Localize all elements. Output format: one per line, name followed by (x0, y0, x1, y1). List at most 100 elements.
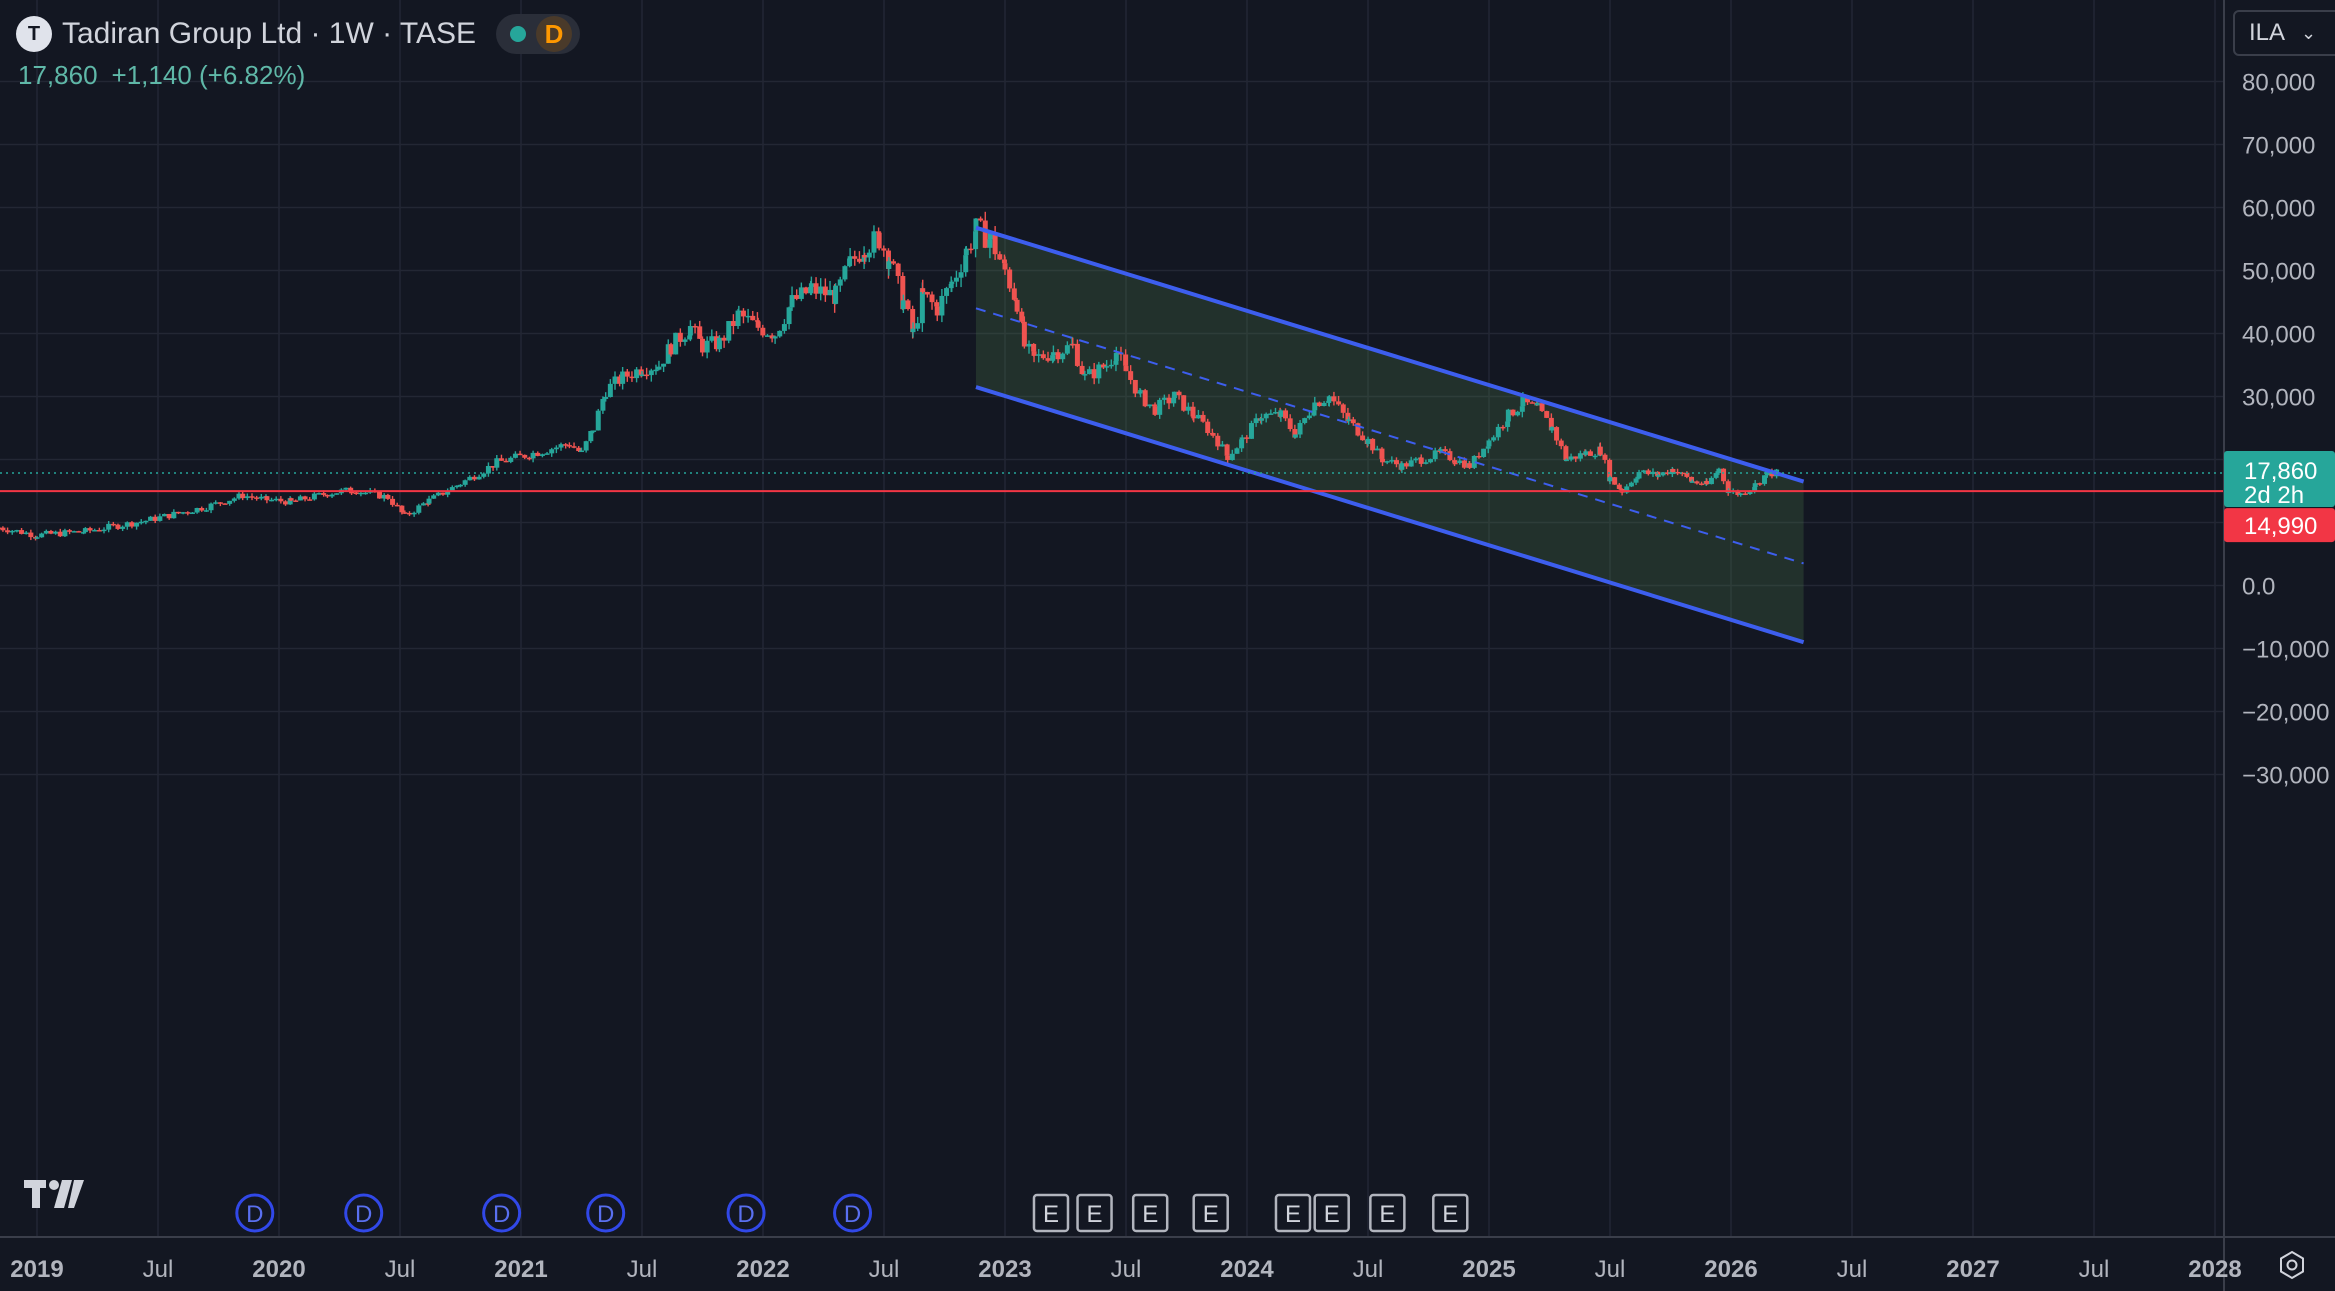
candle-body (343, 487, 349, 490)
market-status-pill[interactable]: D (496, 14, 581, 54)
candle-body (48, 530, 54, 534)
dividend-event-marker[interactable] (235, 1193, 275, 1233)
candle-body (697, 326, 703, 339)
candle-body (1108, 364, 1114, 367)
candle-body (23, 532, 29, 535)
candle-body (288, 498, 294, 501)
candle-body (682, 339, 688, 342)
earnings-event-marker[interactable] (1369, 1193, 1406, 1233)
candle-body (1757, 483, 1763, 485)
candle-body (1616, 484, 1622, 489)
candle-body (910, 309, 916, 333)
candle-body (1500, 426, 1506, 429)
candle-body (0, 527, 6, 531)
candle-body (1224, 444, 1230, 456)
company-logo[interactable]: T (16, 16, 52, 52)
time-tick-label: Jul (143, 1256, 174, 1283)
candle-body (435, 492, 441, 496)
candle-body (1544, 411, 1550, 418)
candle-body (203, 510, 209, 512)
tradingview-logo-icon[interactable] (22, 1176, 86, 1217)
candle-body (1082, 374, 1088, 376)
candle-body (677, 332, 683, 342)
earnings-event-label: E (1285, 1201, 1301, 1228)
candle-body (905, 300, 911, 310)
earnings-event-marker[interactable] (1192, 1193, 1229, 1233)
candle-body (1292, 429, 1298, 438)
candle-body (0, 527, 1, 530)
earnings-event-marker[interactable] (1032, 1193, 1070, 1233)
candle-body (124, 522, 130, 527)
candle-body (1665, 472, 1671, 475)
candle-body (876, 232, 882, 249)
candle-body (1612, 477, 1618, 485)
candle-body (900, 275, 906, 310)
candle-body (1735, 490, 1741, 496)
candle-body (1239, 437, 1245, 440)
candle-body (1607, 477, 1613, 482)
candle-body (1113, 352, 1119, 361)
candle-body (1404, 463, 1410, 467)
candle-body (871, 231, 877, 253)
channel-upper-line[interactable] (975, 225, 1805, 484)
candle-body (1457, 460, 1463, 464)
candle-body (1708, 477, 1714, 485)
dividend-event-marker[interactable] (482, 1193, 522, 1233)
candle-body (847, 256, 853, 259)
candle-body (324, 494, 330, 497)
earnings-event-marker[interactable] (1432, 1193, 1469, 1233)
candle-body (1171, 391, 1177, 398)
candle-body (426, 498, 432, 504)
candle-body (503, 460, 509, 463)
candle-body (1259, 418, 1265, 421)
candle-body (1694, 481, 1700, 484)
earnings-event-marker[interactable] (1313, 1193, 1350, 1233)
dividend-event-marker[interactable] (586, 1193, 626, 1233)
earnings-event-marker[interactable] (1076, 1193, 1113, 1233)
candle-body (512, 453, 518, 458)
candle-body (34, 537, 40, 539)
candle-body (1747, 490, 1753, 495)
candle-body (1587, 451, 1593, 456)
candle-body (895, 263, 901, 276)
bar-countdown-label: 2d 2h (2244, 482, 2304, 509)
candle-body (9, 530, 15, 533)
candle-body (222, 503, 228, 505)
candle-body (348, 487, 354, 492)
candle-body (549, 449, 555, 454)
symbol-header: T Tadiran Group Ltd · 1W · TASE D (16, 12, 581, 56)
dividend-event-marker[interactable] (726, 1193, 766, 1233)
candle-body (498, 458, 504, 461)
settings-gear-icon[interactable] (2277, 1250, 2307, 1285)
currency-selector[interactable]: ILA ⌄ (2233, 10, 2335, 56)
candle-body (588, 431, 594, 442)
dividend-event-label: D (844, 1201, 861, 1228)
price-summary: 17,860 +1,140 (+6.82%) (18, 60, 305, 91)
earnings-event-marker[interactable] (1274, 1193, 1312, 1233)
candle-body (508, 457, 514, 462)
symbol-title[interactable]: Tadiran Group Ltd · 1W · TASE (62, 17, 477, 50)
candle-body (316, 493, 322, 495)
candle-body (363, 492, 369, 495)
candle-body (440, 492, 446, 495)
dividend-event-marker[interactable] (344, 1193, 384, 1233)
candle-body (576, 447, 582, 452)
candle-body (1268, 413, 1274, 415)
candle-body (1399, 463, 1405, 470)
candle-body (709, 336, 715, 341)
candle-body (1346, 419, 1352, 422)
candle-body (349, 491, 355, 494)
candle-body (886, 261, 892, 269)
candle-body (1563, 446, 1569, 461)
candle-body (236, 493, 242, 499)
channel-mid-line[interactable] (975, 307, 1804, 565)
candle-body (522, 454, 528, 458)
candle-body (798, 287, 804, 299)
earnings-event-marker[interactable] (1131, 1193, 1169, 1233)
candle-body (1292, 434, 1298, 438)
candle-body (1297, 422, 1303, 435)
dividend-event-marker[interactable] (833, 1193, 873, 1233)
channel-lower-line[interactable] (975, 385, 1805, 645)
candle-body (949, 281, 955, 284)
